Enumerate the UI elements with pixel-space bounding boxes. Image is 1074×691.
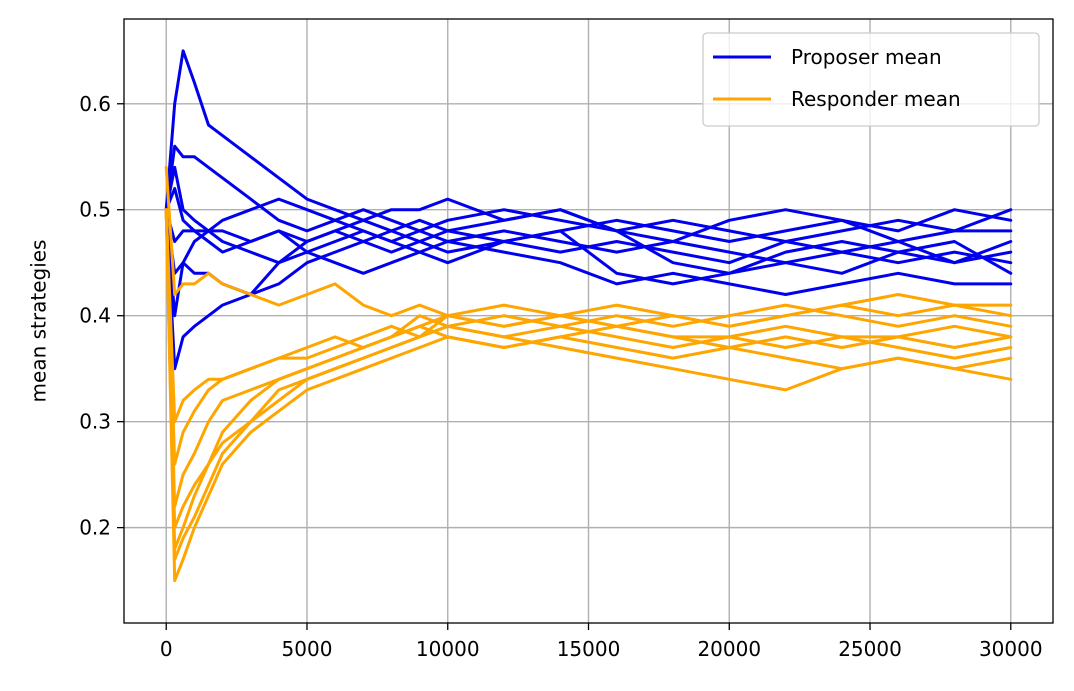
responder-series-line (164, 208, 1013, 561)
x-tick-label: 20000 (697, 637, 761, 661)
y-axis-label: mean strategies (27, 240, 51, 403)
x-tick-label: 5000 (282, 637, 333, 661)
y-tick-label: 0.3 (79, 410, 111, 434)
axis-ticks: 0 5000 10000 15000 20000 25000 30000 0.2 0.3 0.4 0… (79, 92, 1042, 661)
responder-series-line (164, 208, 1013, 508)
plot-series (164, 49, 1013, 583)
proposer-series-line (164, 49, 1013, 243)
x-tick-label: 0 (160, 637, 173, 661)
y-tick-label: 0.5 (79, 198, 111, 222)
responder-series-line (164, 208, 1013, 424)
y-tick-label: 0.4 (79, 304, 111, 328)
legend-label: Proposer mean (791, 45, 942, 69)
x-tick-label: 10000 (416, 637, 480, 661)
x-tick-label: 30000 (979, 637, 1043, 661)
legend-label: Responder mean (791, 87, 961, 111)
responder-series-line (164, 208, 1013, 583)
proposer-series-line (164, 165, 1013, 243)
x-tick-label: 25000 (838, 637, 902, 661)
legend-box (702, 32, 1040, 127)
proposer-series-line (164, 208, 1013, 265)
y-tick-label: 0.2 (79, 516, 111, 540)
y-tick-label: 0.6 (79, 92, 111, 116)
x-tick-label: 15000 (557, 637, 621, 661)
legend: Proposer mean Responder mean (702, 32, 1040, 127)
